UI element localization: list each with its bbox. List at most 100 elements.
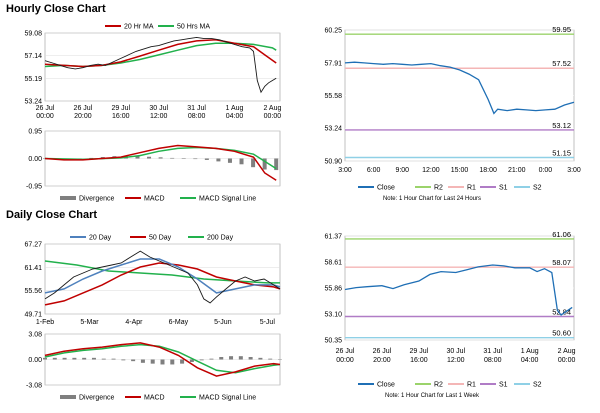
intraday-legend-r1-label: R1	[467, 185, 476, 192]
weekly-xtick-4: 31 Jul	[483, 348, 502, 355]
weekly-level-label-s1: 52.84	[552, 308, 571, 317]
daily-divergence-bar-16	[199, 359, 204, 361]
hourly-price-xtick-1: 26 Jul	[74, 105, 93, 112]
daily-price-ytick-2: 55.56	[24, 288, 42, 295]
daily-signal-line	[44, 343, 281, 374]
intraday-legend-close-label: Close	[377, 185, 395, 192]
hourly-macd-ytick-2: -0.95	[26, 184, 42, 191]
hourly-price-xtick-sub-6: 00:00	[264, 113, 282, 120]
daily-price-ytick-1: 61.41	[24, 265, 42, 272]
daily-price-line	[44, 250, 281, 304]
hourly-legend-divergence-label: Divergence	[79, 196, 115, 203]
intraday-xtick-6: 21:00	[508, 167, 526, 174]
daily-divergence-bar-2	[62, 357, 67, 360]
daily-divergence-bar-18	[219, 357, 224, 360]
daily-legend-signal-label: MACD Signal Line	[199, 395, 256, 402]
daily-divergence-bar-3	[72, 357, 77, 360]
daily-divergence-bar-14	[180, 359, 185, 364]
weekly-legend-close-label: Close	[377, 382, 395, 389]
hourly-divergence-bar-13	[193, 158, 198, 160]
daily-price-frame	[44, 243, 281, 315]
daily-price-xtick-2: 4-Apr	[125, 319, 143, 326]
intraday-ytick-3: 53.24	[324, 126, 342, 133]
daily-divergence-bar-12	[160, 359, 165, 365]
daily-divergence-bar-21	[248, 357, 253, 360]
hourly-legend-divergence-swatch	[60, 196, 76, 200]
daily-legend-20day-label: 20 Day	[89, 235, 112, 242]
hourly-divergence-bar-20	[274, 158, 279, 171]
weekly-level-label-r1: 58.07	[552, 258, 571, 267]
daily-divergence-bar-8	[121, 359, 126, 361]
hourly-price-xtick-5: 1 Aug	[226, 105, 244, 112]
weekly-xtick-sub-0: 00:00	[336, 357, 354, 364]
weekly-ytick-4: 50.35	[324, 338, 342, 345]
intraday-level-label-r2: 59.95	[552, 25, 571, 34]
weekly-note: Note: 1 Hour Chart for Last 1 Week	[385, 393, 480, 399]
hourly-price-xtick-sub-4: 08:00	[188, 113, 206, 120]
daily-section-title: Daily Close Chart	[6, 209, 98, 221]
hourly-macd-line	[44, 144, 277, 181]
weekly-xtick-3: 30 Jul	[446, 348, 465, 355]
daily-divergence-bar-10	[140, 359, 145, 363]
weekly-ytick-2: 55.86	[324, 286, 342, 293]
hourly-legend-macd-label: MACD	[144, 196, 165, 203]
daily-price-xtick-0: 1-Feb	[36, 319, 54, 326]
daily-20day-line	[44, 258, 281, 294]
weekly-xtick-5: 1 Aug	[521, 348, 539, 355]
hourly-price-xtick-sub-5: 04:00	[226, 113, 244, 120]
intraday-level-label-r1: 57.52	[552, 59, 571, 68]
daily-divergence-bar-20	[238, 356, 243, 360]
weekly-xtick-sub-5: 04:00	[521, 357, 539, 364]
hourly-divergence-bar-11	[170, 157, 175, 159]
weekly-level-label-r2: 61.06	[552, 230, 571, 239]
daily-divergence-bar-19	[229, 356, 234, 360]
hourly-price-xtick-2: 29 Jul	[111, 105, 130, 112]
hourly-price-xtick-sub-2: 16:00	[112, 113, 130, 120]
daily-50day-line	[44, 262, 281, 306]
daily-macd-ytick-0: 3.08	[28, 332, 42, 339]
intraday-xtick-2: 9:00	[395, 167, 409, 174]
weekly-xtick-sub-3: 12:00	[447, 357, 465, 364]
hourly-legend-signal-label: MACD Signal Line	[199, 196, 256, 203]
weekly-ytick-0: 61.37	[324, 234, 342, 241]
intraday-legend-r2-label: R2	[434, 185, 443, 192]
hourly-price-line	[44, 36, 277, 94]
weekly-xtick-sub-6: 00:00	[558, 357, 576, 364]
intraday-ytick-1: 57.91	[324, 60, 342, 67]
hourly-price-ytick-2: 55.19	[24, 76, 42, 83]
daily-divergence-bar-7	[111, 358, 116, 360]
daily-price-ytick-0: 67.27	[24, 242, 42, 249]
weekly-ytick-1: 58.61	[324, 260, 342, 267]
hourly-divergence-bar-18	[251, 158, 256, 168]
daily-legend-macd-label: MACD	[144, 395, 165, 402]
hourly-macd-ytick-0: 0.95	[28, 129, 42, 136]
hourly-section-title: Hourly Close Chart	[6, 3, 106, 15]
intraday-note: Note: 1 Hour Chart for Last 24 Hours	[383, 196, 481, 202]
intraday-xtick-0: 3:00	[338, 167, 352, 174]
weekly-xtick-6: 2 Aug	[558, 348, 576, 355]
weekly-ytick-3: 53.10	[324, 312, 342, 319]
hourly-divergence-bar-4	[89, 157, 94, 159]
daily-macd-line	[44, 342, 281, 377]
intraday-xtick-4: 15:00	[451, 167, 469, 174]
hourly-legend-50hr-label: 50 Hrs MA	[177, 24, 210, 31]
weekly-close-line	[344, 264, 573, 316]
hourly-divergence-bar-9	[147, 156, 152, 159]
hourly-divergence-bar-14	[204, 158, 209, 160]
daily-divergence-bar-15	[189, 359, 194, 362]
daily-divergence-bar-22	[258, 357, 263, 360]
weekly-xtick-sub-4: 08:00	[484, 357, 502, 364]
daily-legend-200day-label: 200 Day	[207, 235, 234, 242]
daily-price-xtick-5: 5-Jul	[260, 319, 276, 326]
weekly-xtick-sub-2: 16:00	[410, 357, 428, 364]
intraday-ytick-2: 55.58	[324, 93, 342, 100]
hourly-price-ytick-3: 53.24	[24, 99, 42, 106]
intraday-ytick-4: 50.90	[324, 159, 342, 166]
hourly-macd-ytick-1: 0.00	[28, 156, 42, 163]
intraday-level-label-s2: 51.15	[552, 148, 571, 157]
hourly-divergence-bar-15	[216, 158, 221, 162]
daily-legend-divergence-label: Divergence	[79, 395, 115, 402]
daily-divergence-bar-11	[150, 359, 155, 364]
intraday-level-label-s1: 53.12	[552, 121, 571, 130]
